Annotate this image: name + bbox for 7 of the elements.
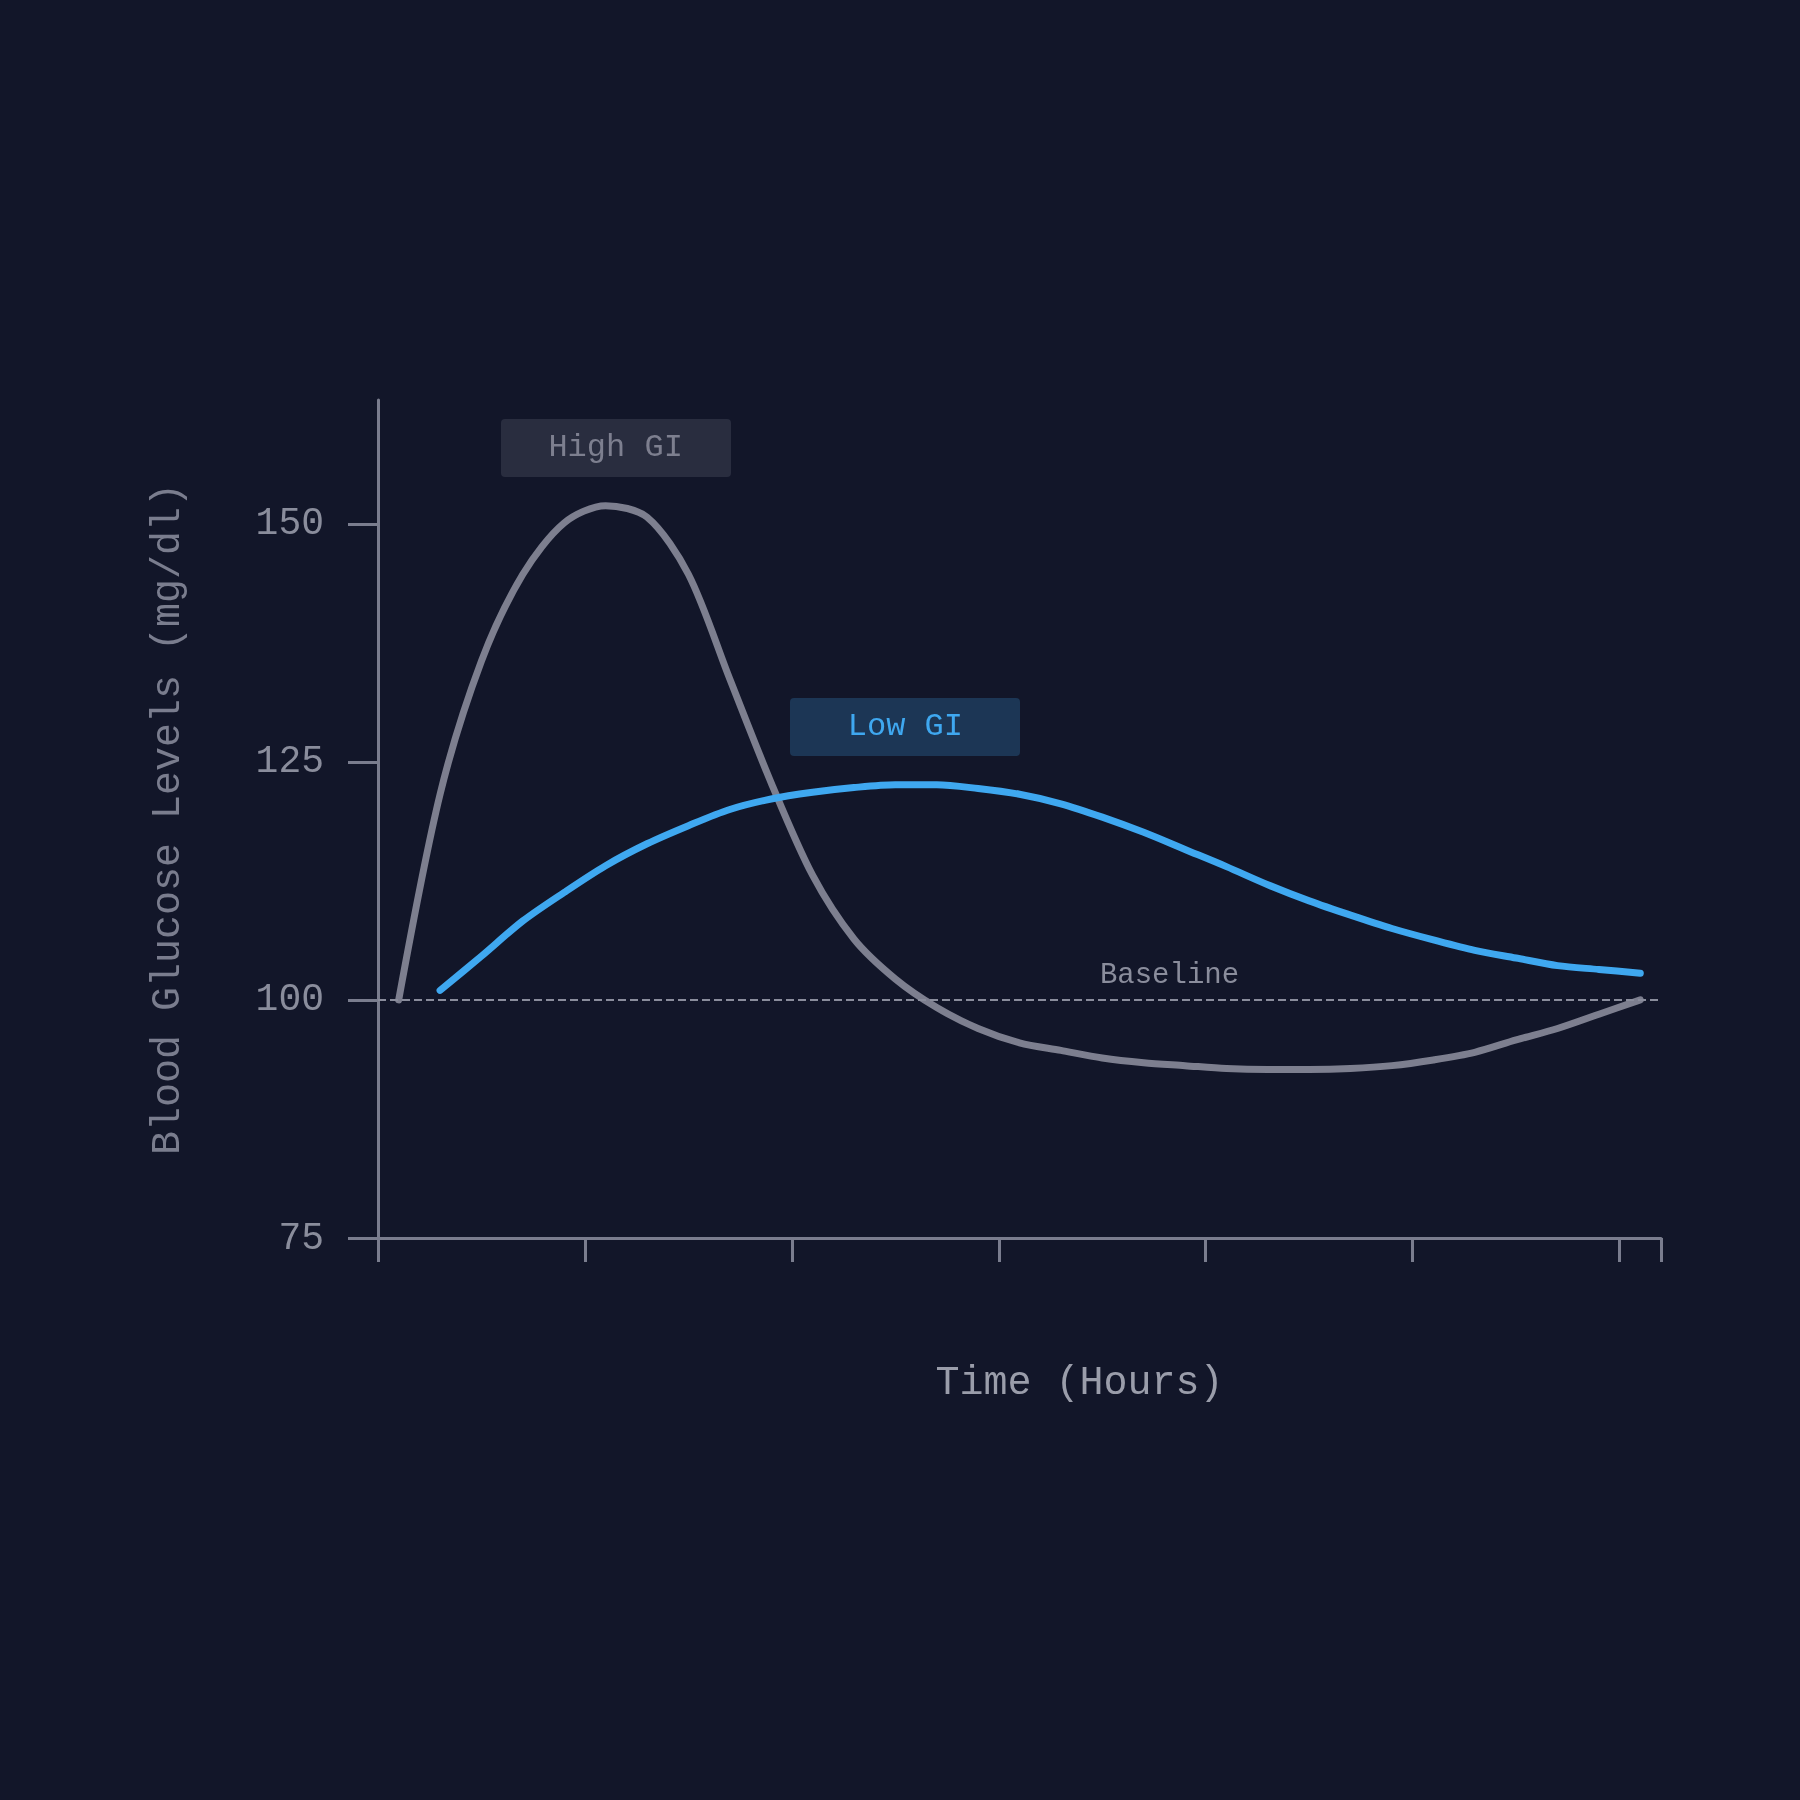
y-tick-label: 150 (255, 502, 324, 546)
x-axis-title: Time (Hours) (935, 1360, 1224, 1406)
y-tick-label: 75 (278, 1216, 324, 1260)
y-tick-label: 125 (255, 740, 324, 784)
ref-line-label: Baseline (1099, 958, 1240, 992)
y-tick-label: 100 (255, 978, 324, 1022)
y-axis-title: Blood Glucose Levels (mg/dl) (145, 482, 191, 1156)
